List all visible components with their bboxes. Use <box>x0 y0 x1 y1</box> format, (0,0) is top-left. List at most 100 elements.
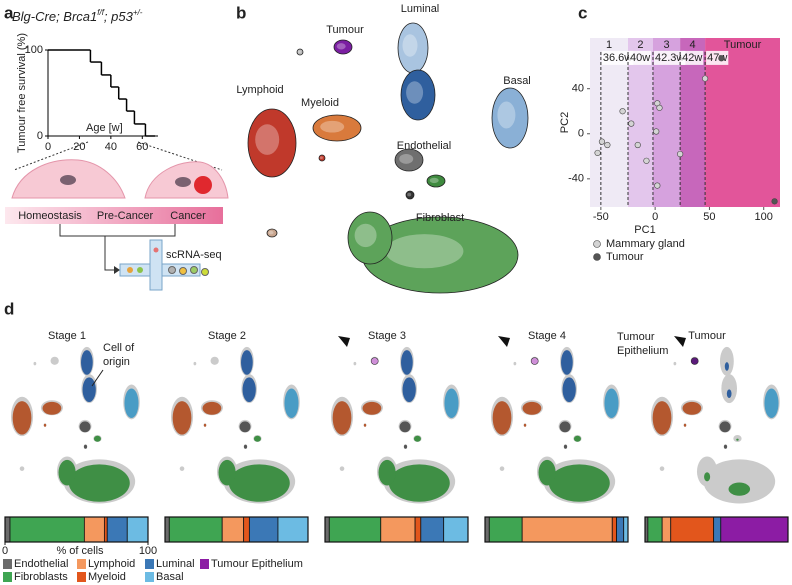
cluster <box>241 350 253 375</box>
cluster-speckle <box>255 124 280 155</box>
cluster-speckle <box>406 81 424 104</box>
legend-label: Basal <box>156 571 184 583</box>
bar-frame <box>164 516 309 543</box>
bar-segment <box>328 516 382 543</box>
cluster <box>561 350 573 375</box>
stage-label: 3 <box>663 39 669 51</box>
weeks-bg <box>706 50 729 65</box>
cluster <box>242 377 256 403</box>
umap-mini <box>170 346 300 504</box>
stage-name: Homeostasis <box>18 210 82 222</box>
legend-swatch <box>3 572 12 582</box>
tumour-cell <box>194 176 212 194</box>
cluster <box>403 444 408 449</box>
cluster <box>318 154 326 162</box>
method-label: scRNA-seq <box>166 249 222 261</box>
point <box>619 108 626 115</box>
title-part: f/f <box>97 8 104 17</box>
cluster-bg <box>193 361 197 366</box>
point <box>653 128 660 135</box>
cluster <box>690 357 699 365</box>
stage-band <box>652 38 681 207</box>
umap-mini <box>650 346 780 504</box>
umap-mini <box>10 346 140 504</box>
x-tick-label: 20 <box>73 141 85 153</box>
legend-swatch <box>593 253 601 261</box>
legend-swatch <box>593 240 601 248</box>
arrowhead <box>674 336 686 347</box>
cluster <box>491 87 529 149</box>
stage-title: Stage 3 <box>368 330 406 342</box>
bar-segment <box>83 516 105 543</box>
arrowhead <box>114 266 120 274</box>
point <box>718 55 725 62</box>
cluster <box>724 362 729 371</box>
cluster-speckle <box>399 153 414 164</box>
cluster-bg <box>19 466 25 471</box>
stage-title: Stage 4 <box>528 330 566 342</box>
bar-frame <box>484 516 629 543</box>
cluster <box>522 401 542 415</box>
chart-title: Blg-Cre; Brca1f/f; p53+/- <box>12 8 143 24</box>
cluster <box>58 459 76 486</box>
cluster-bg <box>719 346 734 376</box>
cluster <box>652 401 672 435</box>
cluster-speckle <box>268 230 274 235</box>
point <box>598 138 606 145</box>
legend-label: Mammary gland <box>606 238 685 250</box>
bar-segment <box>9 516 85 543</box>
cluster <box>363 423 367 427</box>
point <box>656 104 663 111</box>
cluster-bg <box>721 374 737 404</box>
cluster <box>405 190 415 200</box>
point <box>701 75 709 82</box>
panel-letter: a <box>4 3 14 22</box>
x-tick-label: 0 <box>45 141 51 153</box>
cluster <box>247 108 297 178</box>
x-axis-label: Age [w] <box>86 122 123 134</box>
legend-label: Tumour <box>606 251 644 263</box>
bar-segment <box>611 516 617 543</box>
bar-segment <box>324 516 330 543</box>
stage-name: Cancer <box>170 210 206 222</box>
cluster <box>604 388 619 419</box>
title-part: +/- <box>133 8 143 17</box>
arrow <box>104 236 118 271</box>
x-axis-label: % of cells <box>56 545 104 557</box>
cluster-speckle <box>354 223 377 248</box>
cluster <box>202 401 222 415</box>
cluster <box>378 459 396 486</box>
bar-segment <box>420 516 445 543</box>
x-tick-label: 0 <box>2 545 8 557</box>
cluster <box>239 421 251 433</box>
cluster <box>82 377 96 403</box>
bar-segment <box>616 516 625 543</box>
point <box>654 182 661 189</box>
stage-title: Tumour <box>688 330 726 342</box>
cluster <box>228 464 290 502</box>
cluster <box>726 389 732 399</box>
cluster <box>172 401 192 435</box>
stage-label: 2 <box>637 39 643 51</box>
point <box>643 157 650 164</box>
bar-segment <box>488 516 523 543</box>
cluster <box>79 421 91 433</box>
cluster <box>243 444 248 449</box>
cluster <box>394 148 424 172</box>
cluster <box>492 401 512 435</box>
weeks-bg <box>681 50 704 65</box>
cluster <box>683 423 687 427</box>
cluster <box>399 421 411 433</box>
annotation-line <box>91 369 104 387</box>
cluster <box>333 39 353 55</box>
cluster <box>43 423 47 427</box>
annotation: Epithelium <box>617 345 668 357</box>
point <box>677 150 684 158</box>
arrowhead <box>498 336 510 347</box>
nucleus <box>60 175 76 185</box>
bar-segment <box>414 516 422 543</box>
y-axis-label: Tumour free survival (%) <box>16 33 28 153</box>
cluster <box>332 401 352 435</box>
bar-segment <box>164 516 170 543</box>
cluster <box>523 423 527 427</box>
